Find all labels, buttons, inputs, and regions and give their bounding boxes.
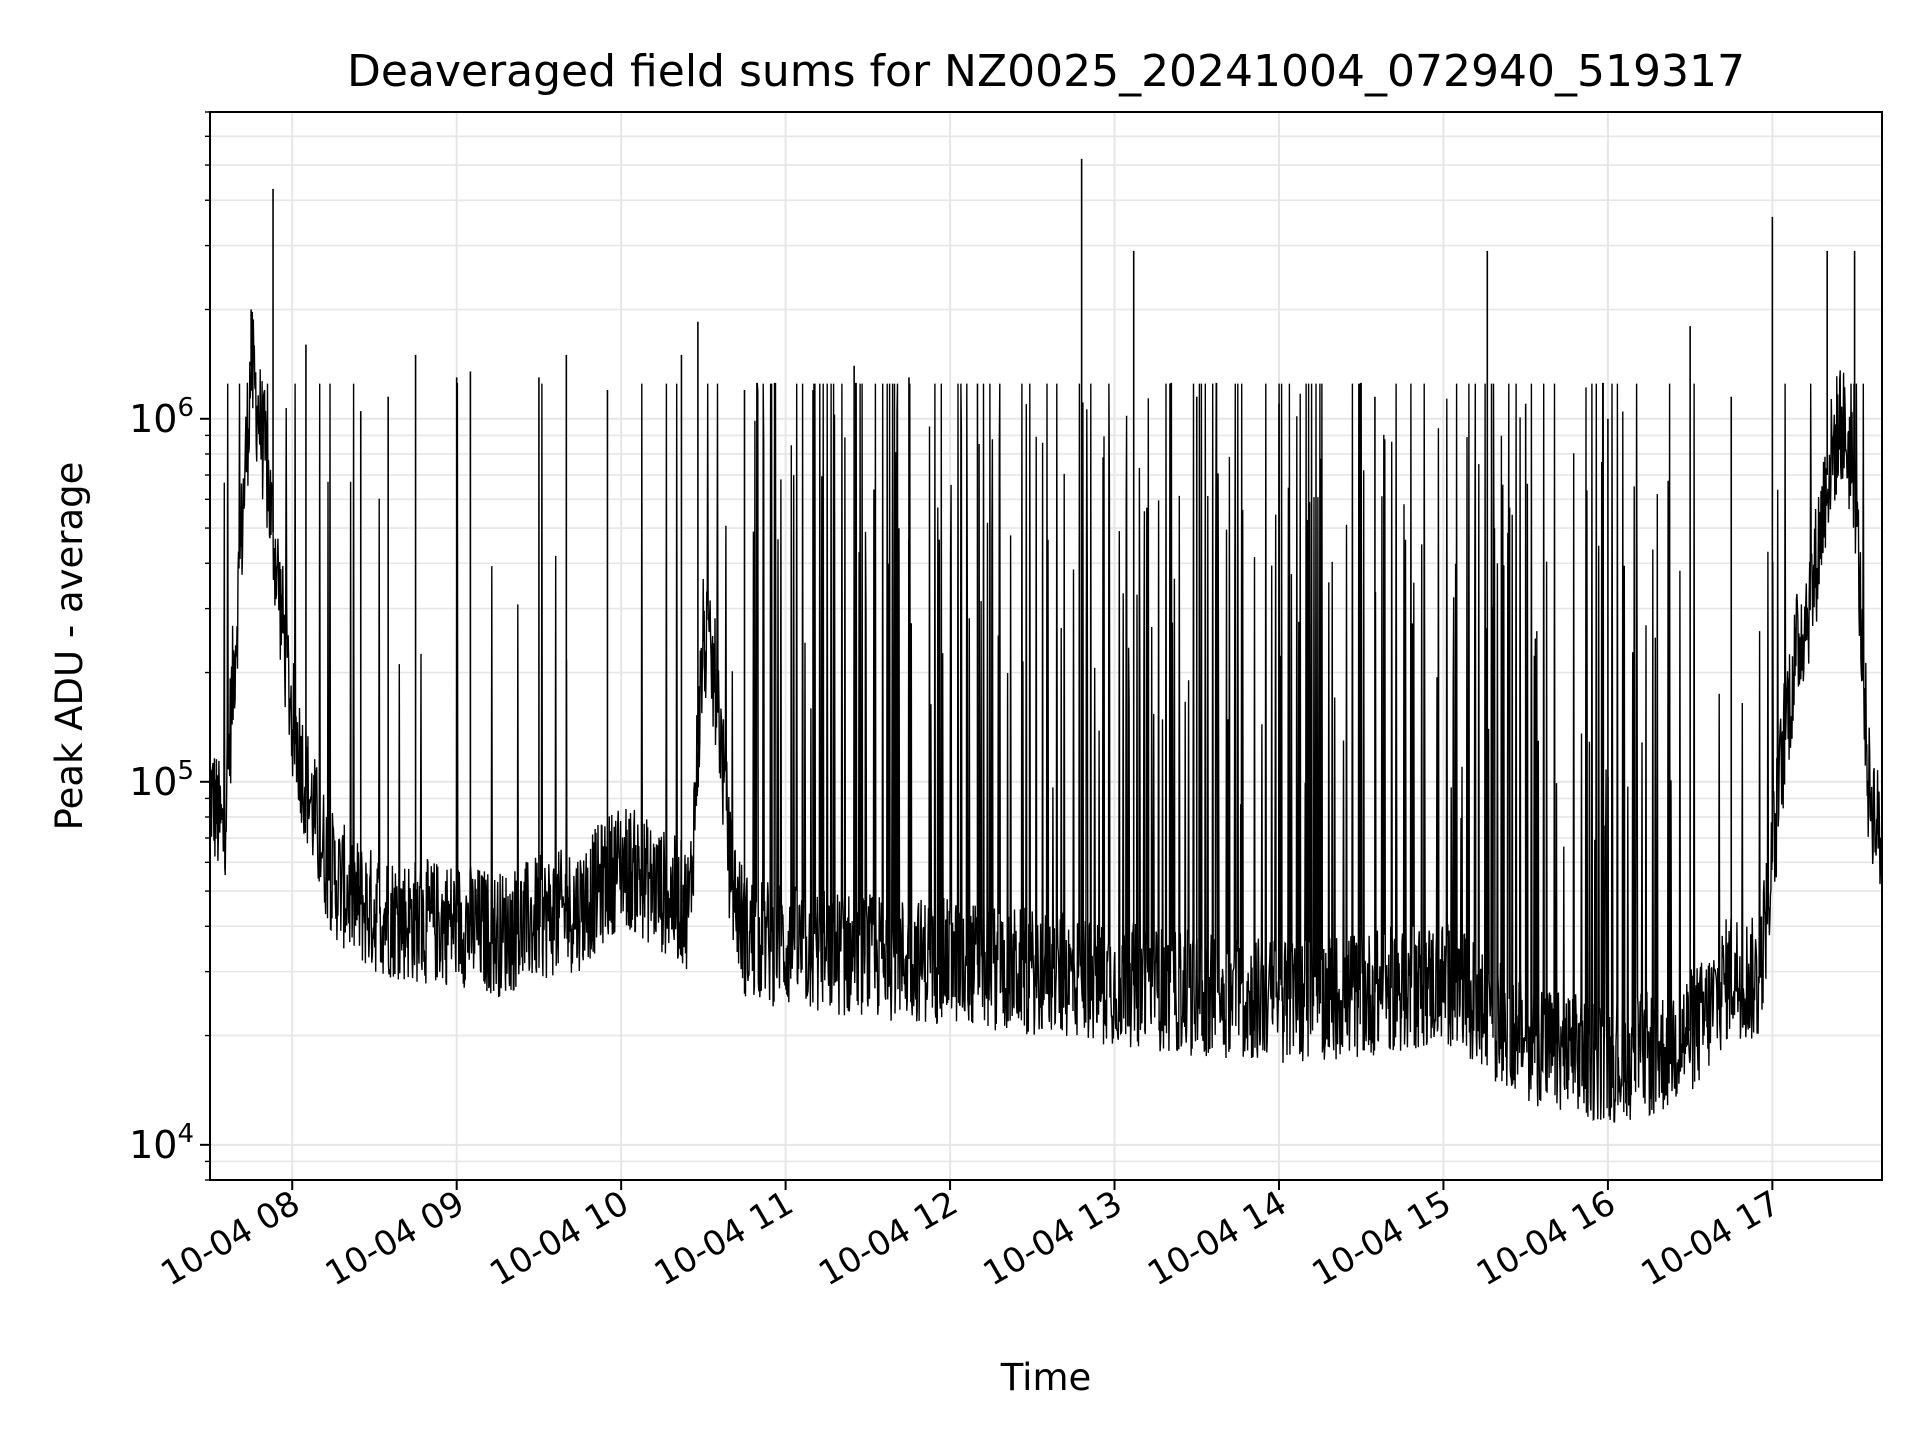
y-tick-label: 104 xyxy=(129,1119,194,1167)
x-tick-label: 10-04 13 xyxy=(977,1183,1129,1294)
grid xyxy=(210,111,1882,1181)
x-axis-label: Time xyxy=(1000,1356,1092,1399)
y-tick-exponent: 6 xyxy=(177,393,194,423)
x-tick-label: 10-04 16 xyxy=(1470,1183,1622,1294)
y-tick-label: 105 xyxy=(129,756,194,804)
y-tick-label: 106 xyxy=(129,393,194,441)
x-tick-label: 10-04 08 xyxy=(154,1183,306,1294)
x-axis: 10-04 08 10-04 09 10-04 10 10-04 11 10-04 12… xyxy=(154,1180,1787,1294)
x-tick-label: 10-04 10 xyxy=(483,1183,635,1294)
y-tick-base: 10 xyxy=(129,760,177,804)
series-line xyxy=(209,158,1883,1123)
x-tick-label: 10-04 15 xyxy=(1306,1183,1458,1294)
y-axis-label: Peak ADU - average xyxy=(48,462,91,831)
series-polyline xyxy=(209,311,1883,1123)
x-tick-label: 10-04 17 xyxy=(1634,1183,1786,1294)
y-tick-exponent: 5 xyxy=(177,756,194,786)
x-tick-label: 10-04 12 xyxy=(812,1183,964,1294)
x-tick-label: 10-04 11 xyxy=(648,1183,800,1294)
x-tick-label: 10-04 09 xyxy=(319,1183,471,1294)
plot-frame xyxy=(209,111,1883,1181)
y-tick-base: 10 xyxy=(129,397,177,441)
y-tick-base: 10 xyxy=(129,1123,177,1167)
chart-title: Deaveraged field sums for NZ0025_2024100… xyxy=(347,46,1745,97)
x-tick-label: 10-04 14 xyxy=(1141,1183,1293,1294)
y-tick-exponent: 4 xyxy=(177,1119,194,1149)
